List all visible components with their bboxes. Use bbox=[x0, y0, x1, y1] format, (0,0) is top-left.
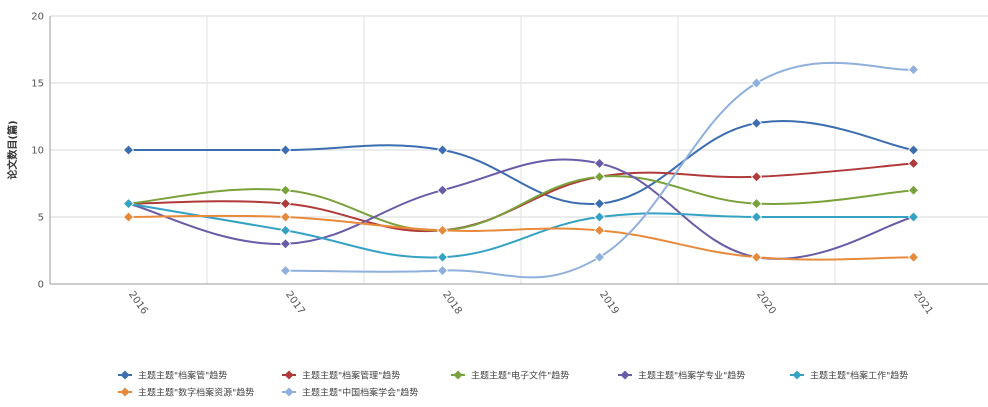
data-point bbox=[436, 251, 449, 263]
legend-label: 主题主题"电子文件"趋势 bbox=[471, 370, 569, 382]
data-point bbox=[279, 198, 292, 210]
data-point bbox=[750, 211, 763, 223]
data-point bbox=[279, 211, 292, 223]
data-point bbox=[593, 171, 606, 183]
legend-marker-icon bbox=[284, 370, 294, 380]
data-point bbox=[593, 157, 606, 169]
x-tick-label: 2016 bbox=[126, 289, 150, 316]
x-tick-label: 2017 bbox=[283, 289, 307, 316]
data-point bbox=[122, 198, 135, 210]
x-tick-label: 2018 bbox=[440, 289, 464, 316]
y-tick-label: 10 bbox=[31, 146, 44, 157]
data-point bbox=[907, 157, 920, 169]
data-point bbox=[593, 251, 606, 263]
axis-layer: 0 5 10 15 20 2016 2017 2018 2019 2020 2021 论文数目(篇) bbox=[6, 12, 988, 317]
data-point bbox=[122, 211, 135, 223]
legend-label: 主题主题"数字档案资源"趋势 bbox=[138, 387, 254, 399]
legend-marker-icon bbox=[120, 387, 130, 397]
data-point bbox=[907, 251, 920, 263]
data-point bbox=[436, 184, 449, 196]
y-axis-label: 论文数目(篇) bbox=[6, 120, 19, 179]
data-point bbox=[750, 117, 763, 129]
series-6 bbox=[122, 211, 920, 263]
data-point bbox=[750, 198, 763, 210]
legend-marker-icon bbox=[284, 387, 294, 397]
series-7 bbox=[279, 61, 920, 279]
data-point bbox=[593, 211, 606, 223]
data-point bbox=[436, 265, 449, 277]
y-tick-label: 15 bbox=[31, 79, 44, 90]
data-point bbox=[907, 64, 920, 76]
series-5 bbox=[122, 198, 920, 263]
y-tick-label: 5 bbox=[38, 213, 44, 224]
data-point bbox=[907, 144, 920, 156]
legend-item: 主题主题"档案学专业"趋势 bbox=[618, 370, 745, 382]
legend-label: 主题主题"档案管理"趋势 bbox=[302, 370, 400, 382]
legend-marker-icon bbox=[453, 370, 463, 380]
legend-item: 主题主题"档案管理"趋势 bbox=[282, 370, 400, 382]
legend-item: 主题主题"档案管"趋势 bbox=[118, 370, 227, 382]
data-point bbox=[593, 224, 606, 236]
series-line bbox=[128, 175, 914, 232]
y-tick-label: 0 bbox=[38, 280, 44, 291]
data-point bbox=[750, 251, 763, 263]
data-point bbox=[279, 224, 292, 236]
legend: 主题主题"档案管"趋势 主题主题"档案管理"趋势 主题主题"电子文件"趋势 主题主题"… bbox=[118, 370, 908, 399]
x-tick-label: 2021 bbox=[911, 289, 935, 316]
x-tick-label: 2019 bbox=[597, 289, 621, 316]
data-point bbox=[279, 184, 292, 196]
legend-item: 主题主题"电子文件"趋势 bbox=[451, 370, 569, 382]
legend-marker-icon bbox=[792, 370, 802, 380]
series-line bbox=[128, 214, 914, 261]
legend-label: 主题主题"档案学专业"趋势 bbox=[638, 370, 745, 382]
legend-item: 主题主题"档案工作"趋势 bbox=[790, 370, 908, 382]
legend-item: 主题主题"数字档案资源"趋势 bbox=[118, 387, 254, 399]
data-point bbox=[907, 184, 920, 196]
data-point bbox=[907, 211, 920, 223]
data-point bbox=[593, 198, 606, 210]
legend-label: 主题主题"中国档案学会"趋势 bbox=[302, 387, 418, 399]
legend-marker-icon bbox=[620, 370, 630, 380]
legend-marker-icon bbox=[120, 370, 130, 380]
series-line bbox=[128, 120, 914, 205]
data-point bbox=[436, 144, 449, 156]
data-point bbox=[122, 144, 135, 156]
y-tick-label: 20 bbox=[31, 12, 44, 23]
series-line bbox=[128, 202, 914, 259]
data-point bbox=[750, 77, 763, 89]
data-point bbox=[279, 238, 292, 250]
legend-label: 主题主题"档案管"趋势 bbox=[138, 370, 227, 382]
legend-label: 主题主题"档案工作"趋势 bbox=[810, 370, 908, 382]
series-1 bbox=[122, 117, 920, 210]
data-point bbox=[750, 171, 763, 183]
data-point bbox=[279, 265, 292, 277]
x-tick-label: 2020 bbox=[754, 289, 778, 316]
legend-item: 主题主题"中国档案学会"趋势 bbox=[282, 387, 418, 399]
data-point bbox=[279, 144, 292, 156]
series-layer bbox=[122, 61, 920, 279]
data-point bbox=[436, 224, 449, 236]
series-line bbox=[285, 61, 914, 279]
